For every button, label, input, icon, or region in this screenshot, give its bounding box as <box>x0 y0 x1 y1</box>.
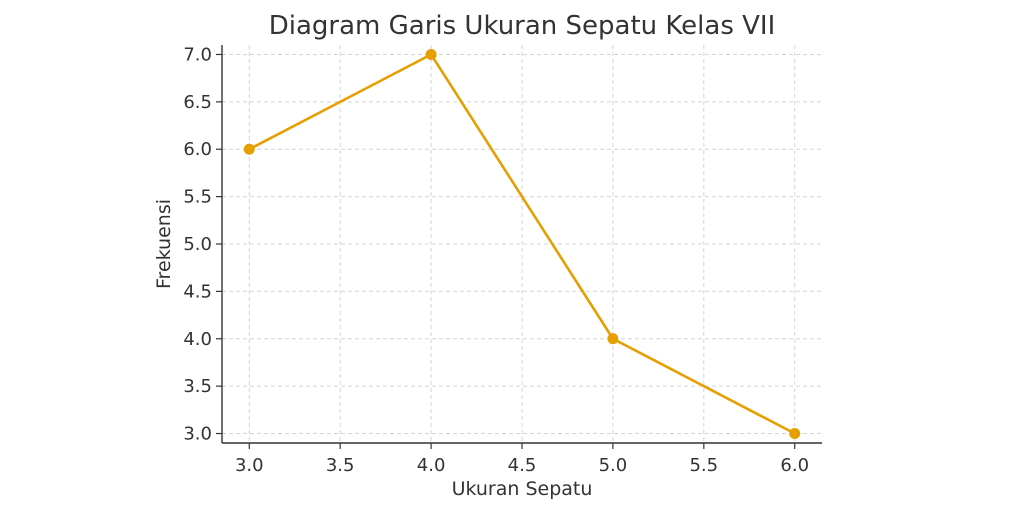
y-axis-label: Frekuensi <box>153 199 175 289</box>
y-tick-label: 3.0 <box>183 424 212 445</box>
x-tick-label: 4.5 <box>508 455 537 476</box>
y-tick-label: 4.0 <box>183 329 212 350</box>
x-tick-label: 6.0 <box>780 455 809 476</box>
data-point <box>789 428 801 440</box>
y-tick-label: 5.5 <box>183 187 212 208</box>
data-point <box>243 143 255 155</box>
y-tick-label: 3.5 <box>183 376 212 397</box>
y-tick-label: 7.0 <box>183 44 212 65</box>
series-line <box>248 53 796 435</box>
x-tick-label: 4.0 <box>417 455 446 476</box>
x-axis-label: Ukuran Sepatu <box>452 478 593 500</box>
y-ticks: 3.0 3.5 4.0 4.5 5.0 5.5 6.0 6.5 7.0 <box>183 44 222 445</box>
y-tick-label: 4.5 <box>183 281 212 302</box>
y-tick-label: 5.0 <box>183 234 212 255</box>
data-point <box>425 48 437 60</box>
grid <box>222 45 822 443</box>
x-tick-label: 3.5 <box>326 455 355 476</box>
series <box>243 48 801 440</box>
x-tick-label: 5.5 <box>689 455 718 476</box>
chart-title: Diagram Garis Ukuran Sepatu Kelas VII <box>269 11 776 41</box>
x-ticks: 3.0 3.5 4.0 4.5 5.0 5.5 6.0 <box>235 443 809 476</box>
x-tick-label: 5.0 <box>599 455 628 476</box>
y-tick-label: 6.5 <box>183 92 212 113</box>
x-tick-label: 3.0 <box>235 455 264 476</box>
data-point <box>607 333 619 345</box>
y-tick-label: 6.0 <box>183 139 212 160</box>
